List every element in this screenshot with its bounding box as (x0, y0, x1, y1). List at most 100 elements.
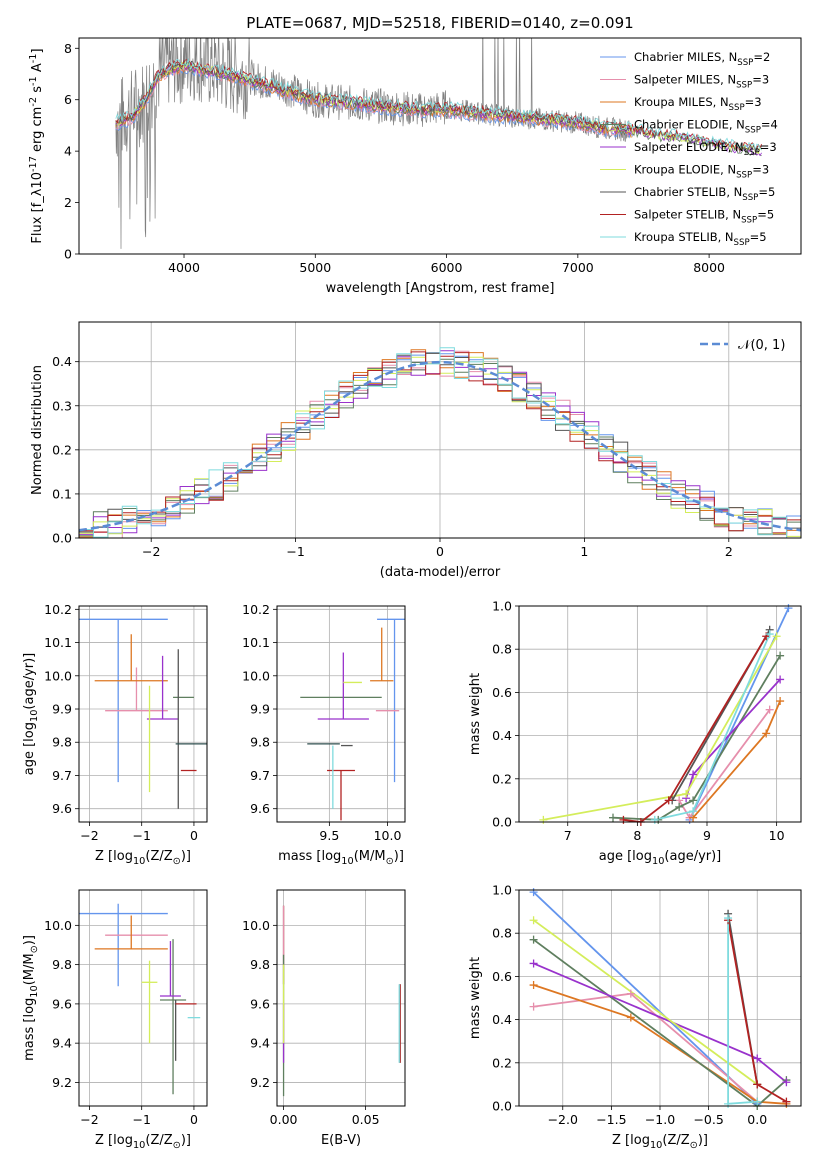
mass-vs-z-ytick-label: 9.4 (52, 1036, 72, 1051)
mass-weight-marker (529, 1002, 538, 1011)
mass-weight-vs-age-panel: 7 8 9 10 0.0 0.2 0.4 0.6 0.8 1.0 age [log10(age/yr… (468, 599, 802, 867)
mass-weight-marker (626, 1013, 635, 1022)
mass-weight-marker (529, 959, 538, 968)
histogram-step-line (79, 347, 801, 538)
mass-vs-ebv-marks (282, 905, 401, 1097)
age-vs-z-ytick-label: 9.7 (52, 768, 72, 783)
mass-weight-vs-z-ylabel: mass weight (468, 957, 483, 1039)
legend-label: Salpeter ELODIE, NSSP=3 (634, 140, 777, 158)
mass-vs-z-panel: −2 −1 0 9.2 9.4 9.6 9.8 10.0 Z [log10(Z/Z⊙)] mass… (22, 889, 208, 1151)
residual-histogram-ytick-label: 0.0 (52, 531, 72, 546)
mass-weight-vs-age-ytick-label: 0.6 (492, 685, 512, 700)
age-vs-mass-xtick-label: 10.0 (374, 828, 402, 843)
age-vs-mass-xlabel: mass [log10(M/M⊙)] (278, 849, 404, 867)
age-vs-z-xtick-label: 0 (190, 828, 198, 843)
mass-vs-z-ytick-label: 10.0 (44, 918, 72, 933)
mass-vs-z-ytick-label: 9.6 (52, 996, 72, 1011)
mass-weight-marker (609, 813, 617, 822)
mass-weight-vs-z-xtick-label: −1.5 (596, 1112, 626, 1127)
mass-vs-ebv-ytick-label: 9.6 (250, 996, 270, 1011)
mass-weight-vs-age-ytick-label: 0.8 (492, 642, 512, 657)
age-vs-mass-ytick-label: 10.2 (242, 602, 270, 617)
mass-weight-marker (650, 815, 659, 824)
mass-weight-vs-z-xtick-label: −1.0 (645, 1112, 675, 1127)
mass-weight-vs-z-xtick-label: −0.5 (693, 1112, 723, 1127)
mass-weight-marker (539, 815, 548, 824)
mass-weight-marker (689, 807, 698, 816)
mass-weight-marker (753, 1054, 762, 1063)
mass-weight-vs-age-xtick-label: 9 (703, 828, 711, 843)
histogram-step-line (79, 351, 801, 534)
age-vs-z-xtick-label: −1 (132, 828, 150, 843)
spectrum-xtick-label: 5000 (299, 260, 331, 275)
mass-weight-marker (765, 630, 774, 639)
age-vs-z-xlabel: Z [log10(Z/Z⊙)] (95, 849, 191, 867)
age-vs-mass-ytick-label: 9.6 (250, 801, 270, 816)
mass-vs-z-ylabel: mass [log10(M/M⊙)] (22, 935, 40, 1061)
mass-weight-marker (772, 632, 781, 641)
mass-vs-ebv-xtick-label: 0.00 (270, 1112, 298, 1127)
mass-vs-ebv-ytick-label: 9.8 (250, 957, 270, 972)
residual-histogram-xtick-label: 1 (580, 544, 588, 559)
mass-vs-z-marks (79, 903, 201, 1095)
mass-weight-vs-z-xlabel: Z [log10(Z/Z⊙)] (612, 1133, 708, 1151)
mass-weight-vs-z-ytick-label: 0.8 (492, 926, 512, 941)
mass-weight-vs-age-xtick-label: 8 (633, 828, 641, 843)
residual-histogram-xtick-label: 0 (436, 544, 444, 559)
mass-weight-marker (682, 789, 691, 798)
figure-title: PLATE=0687, MJD=52518, FIBERID=0140, z=0… (246, 14, 633, 32)
mass-weight-vs-z-axes-frame (518, 889, 802, 1107)
age-vs-mass-marks (300, 618, 405, 821)
age-vs-mass-ytick-label: 9.8 (250, 735, 270, 750)
mass-weight-marker (529, 981, 538, 990)
model-spectrum-line (115, 58, 762, 151)
mass-vs-z-axes-frame (78, 889, 208, 1107)
mass-weight-vs-age-xlabel: age [log10(age/yr)] (599, 849, 722, 867)
legend-label: Chabrier MILES, NSSP=2 (634, 50, 770, 68)
mass-weight-marker (765, 705, 774, 714)
mass-vs-z-ytick-label: 9.8 (52, 957, 72, 972)
spectrum-ytick-label: 8 (64, 41, 72, 56)
mass-weight-marker (784, 604, 793, 613)
age-vs-z-panel: −2 −1 0 9.6 9.7 9.8 9.9 10.0 10.1 10.2 Z [log10(Z/… (22, 602, 208, 867)
mass-weight-line (532, 891, 758, 1105)
mass-vs-z-xtick-label: −1 (132, 1112, 150, 1127)
mass-weight-vs-z-panel: −2.0 −1.5 −1.0 −0.5 0.0 0.0 0.2 0.4 0.6 0.8 1.0 Z [… (468, 883, 802, 1151)
mass-weight-marker (776, 651, 785, 660)
mass-weight-marker (626, 989, 635, 998)
legend-label: 𝒩(0, 1) (738, 338, 785, 353)
age-vs-z-xtick-label: −2 (80, 828, 98, 843)
mass-weight-vs-age-ylabel: mass weight (468, 673, 483, 755)
age-vs-z-ytick-label: 10.0 (44, 668, 72, 683)
spectrum-ytick-label: 2 (64, 195, 72, 210)
residual-histogram-axes-frame (78, 321, 802, 539)
legend-label: Kroupa MILES, NSSP=3 (634, 95, 762, 113)
spectrum-xtick-label: 6000 (431, 260, 463, 275)
age-vs-z-ytick-label: 9.6 (52, 801, 72, 816)
age-vs-z-marks (79, 618, 207, 809)
mass-weight-marker (689, 796, 698, 805)
mass-vs-ebv-xlabel: E(B-V) (321, 1133, 361, 1148)
age-vs-mass-ytick-label: 10.1 (242, 635, 270, 650)
age-vs-z-ylabel: age [log10(age/yr)] (22, 653, 40, 776)
legend-label: Chabrier ELODIE, NSSP=4 (634, 118, 778, 136)
mass-weight-vs-age-ytick-label: 0.2 (492, 771, 512, 786)
residual-histogram-marks (79, 347, 801, 538)
spectrum-xtick-label: 7000 (562, 260, 594, 275)
mass-weight-marker (689, 770, 698, 779)
age-vs-z-ytick-label: 9.8 (52, 735, 72, 750)
spectrum-ytick-label: 4 (64, 144, 72, 159)
spectrum-ylabel: Flux [f_λ10-17 erg cm-2 s-1 A-1] (28, 48, 45, 243)
mass-weight-marker (529, 888, 538, 897)
mass-vs-ebv-panel: 0.00 0.05 9.2 9.4 9.6 9.8 10.0 E(B-V) (242, 889, 406, 1148)
residual-histogram-xtick-label: 2 (725, 544, 733, 559)
mass-vs-ebv-ytick-label: 9.2 (250, 1075, 270, 1090)
mass-weight-vs-age-axes-frame (518, 605, 802, 823)
mass-weight-marker (753, 1080, 762, 1089)
mass-weight-marker (724, 1099, 733, 1108)
mass-weight-vs-z-ytick-label: 0.6 (492, 969, 512, 984)
mass-weight-marker (529, 916, 538, 925)
age-vs-mass-ytick-label: 9.9 (250, 702, 270, 717)
mass-weight-vs-age-ytick-label: 1.0 (492, 599, 512, 614)
